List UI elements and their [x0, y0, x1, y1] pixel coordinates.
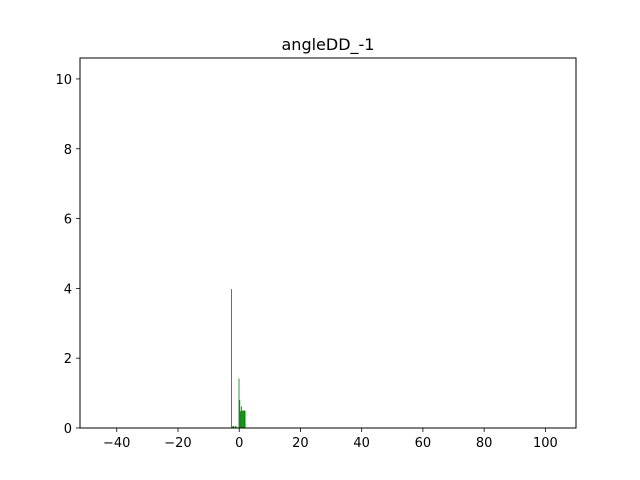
histogram-bar-8: [242, 410, 244, 428]
histogram-bar-0: [231, 289, 232, 428]
x-tick-label: 40: [353, 436, 370, 451]
bars-group: [231, 289, 246, 428]
y-tick-label: 0: [64, 422, 72, 437]
histogram-bar-3: [238, 378, 240, 428]
x-tick-label: 80: [476, 436, 493, 451]
chart-title: angleDD_-1: [282, 35, 375, 55]
y-axis-ticks: 0 2 4 6 8 10: [55, 73, 80, 437]
histogram-bar-10: [244, 410, 246, 428]
x-tick-label: 100: [533, 436, 558, 451]
plot-area-frame: [79, 57, 577, 429]
histogram-bar-6: [240, 406, 242, 428]
histogram-bar-2: [234, 426, 237, 428]
x-tick-label: 60: [415, 436, 432, 451]
y-tick-label: 8: [64, 143, 72, 158]
histogram-bar-9: [243, 410, 245, 428]
y-tick-label: 4: [64, 282, 72, 297]
histogram-bar-1: [232, 426, 235, 428]
x-tick-label: 0: [235, 436, 243, 451]
histogram-bar-7: [241, 410, 243, 428]
x-tick-label: 20: [292, 436, 309, 451]
y-tick-label: 6: [64, 213, 72, 228]
y-tick-label: 2: [64, 352, 72, 367]
x-tick-label: −40: [103, 436, 130, 451]
y-tick-label: 10: [55, 73, 72, 88]
histogram-bar-5: [239, 411, 241, 428]
x-tick-label: −20: [164, 436, 191, 451]
histogram-bar-4: [239, 400, 241, 428]
x-axis-ticks: −40 −20 0 20 40 60 80 100: [103, 428, 558, 451]
